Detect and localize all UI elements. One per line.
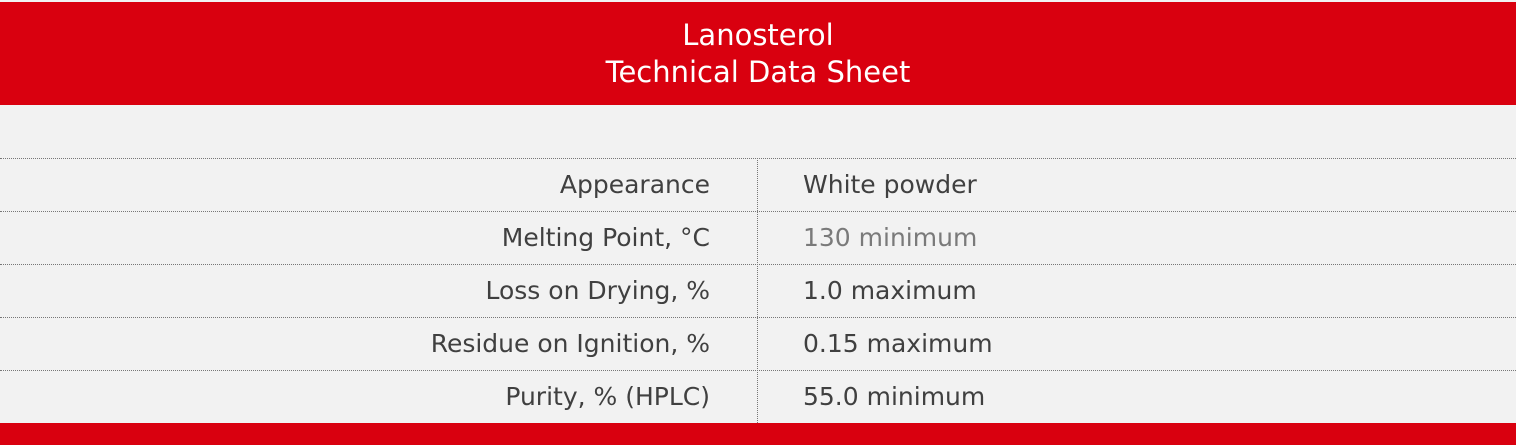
property: Appearance: [559, 170, 710, 199]
table-row: Purity, % (HPLC) 55.0 minimum: [0, 370, 1516, 423]
value: White powder: [803, 170, 977, 199]
value: 1.0 maximum: [803, 276, 977, 305]
title-line: Technical Data Sheet: [605, 55, 911, 89]
footer-band: [0, 423, 1516, 445]
column-divider: [757, 158, 758, 423]
table-row: Residue on Ignition, % 0.15 maximum: [0, 317, 1516, 370]
value: 130 minimum: [803, 223, 978, 252]
table-row: Appearance White powder: [0, 158, 1516, 211]
value: 55.0 minimum: [803, 382, 986, 411]
property: Purity, % (HPLC): [505, 382, 710, 411]
property: Residue on Ignition, %: [430, 329, 710, 358]
header: Lanosterol Technical Data Sheet: [0, 2, 1516, 105]
value: 0.15 maximum: [803, 329, 993, 358]
title-line: Lanosterol: [682, 18, 834, 52]
property: Melting Point, °C: [501, 223, 710, 252]
property: Loss on Drying, %: [485, 276, 711, 305]
table-row: Loss on Drying, % 1.0 maximum: [0, 264, 1516, 317]
table-row: Melting Point, °C 130 minimum: [0, 211, 1516, 264]
